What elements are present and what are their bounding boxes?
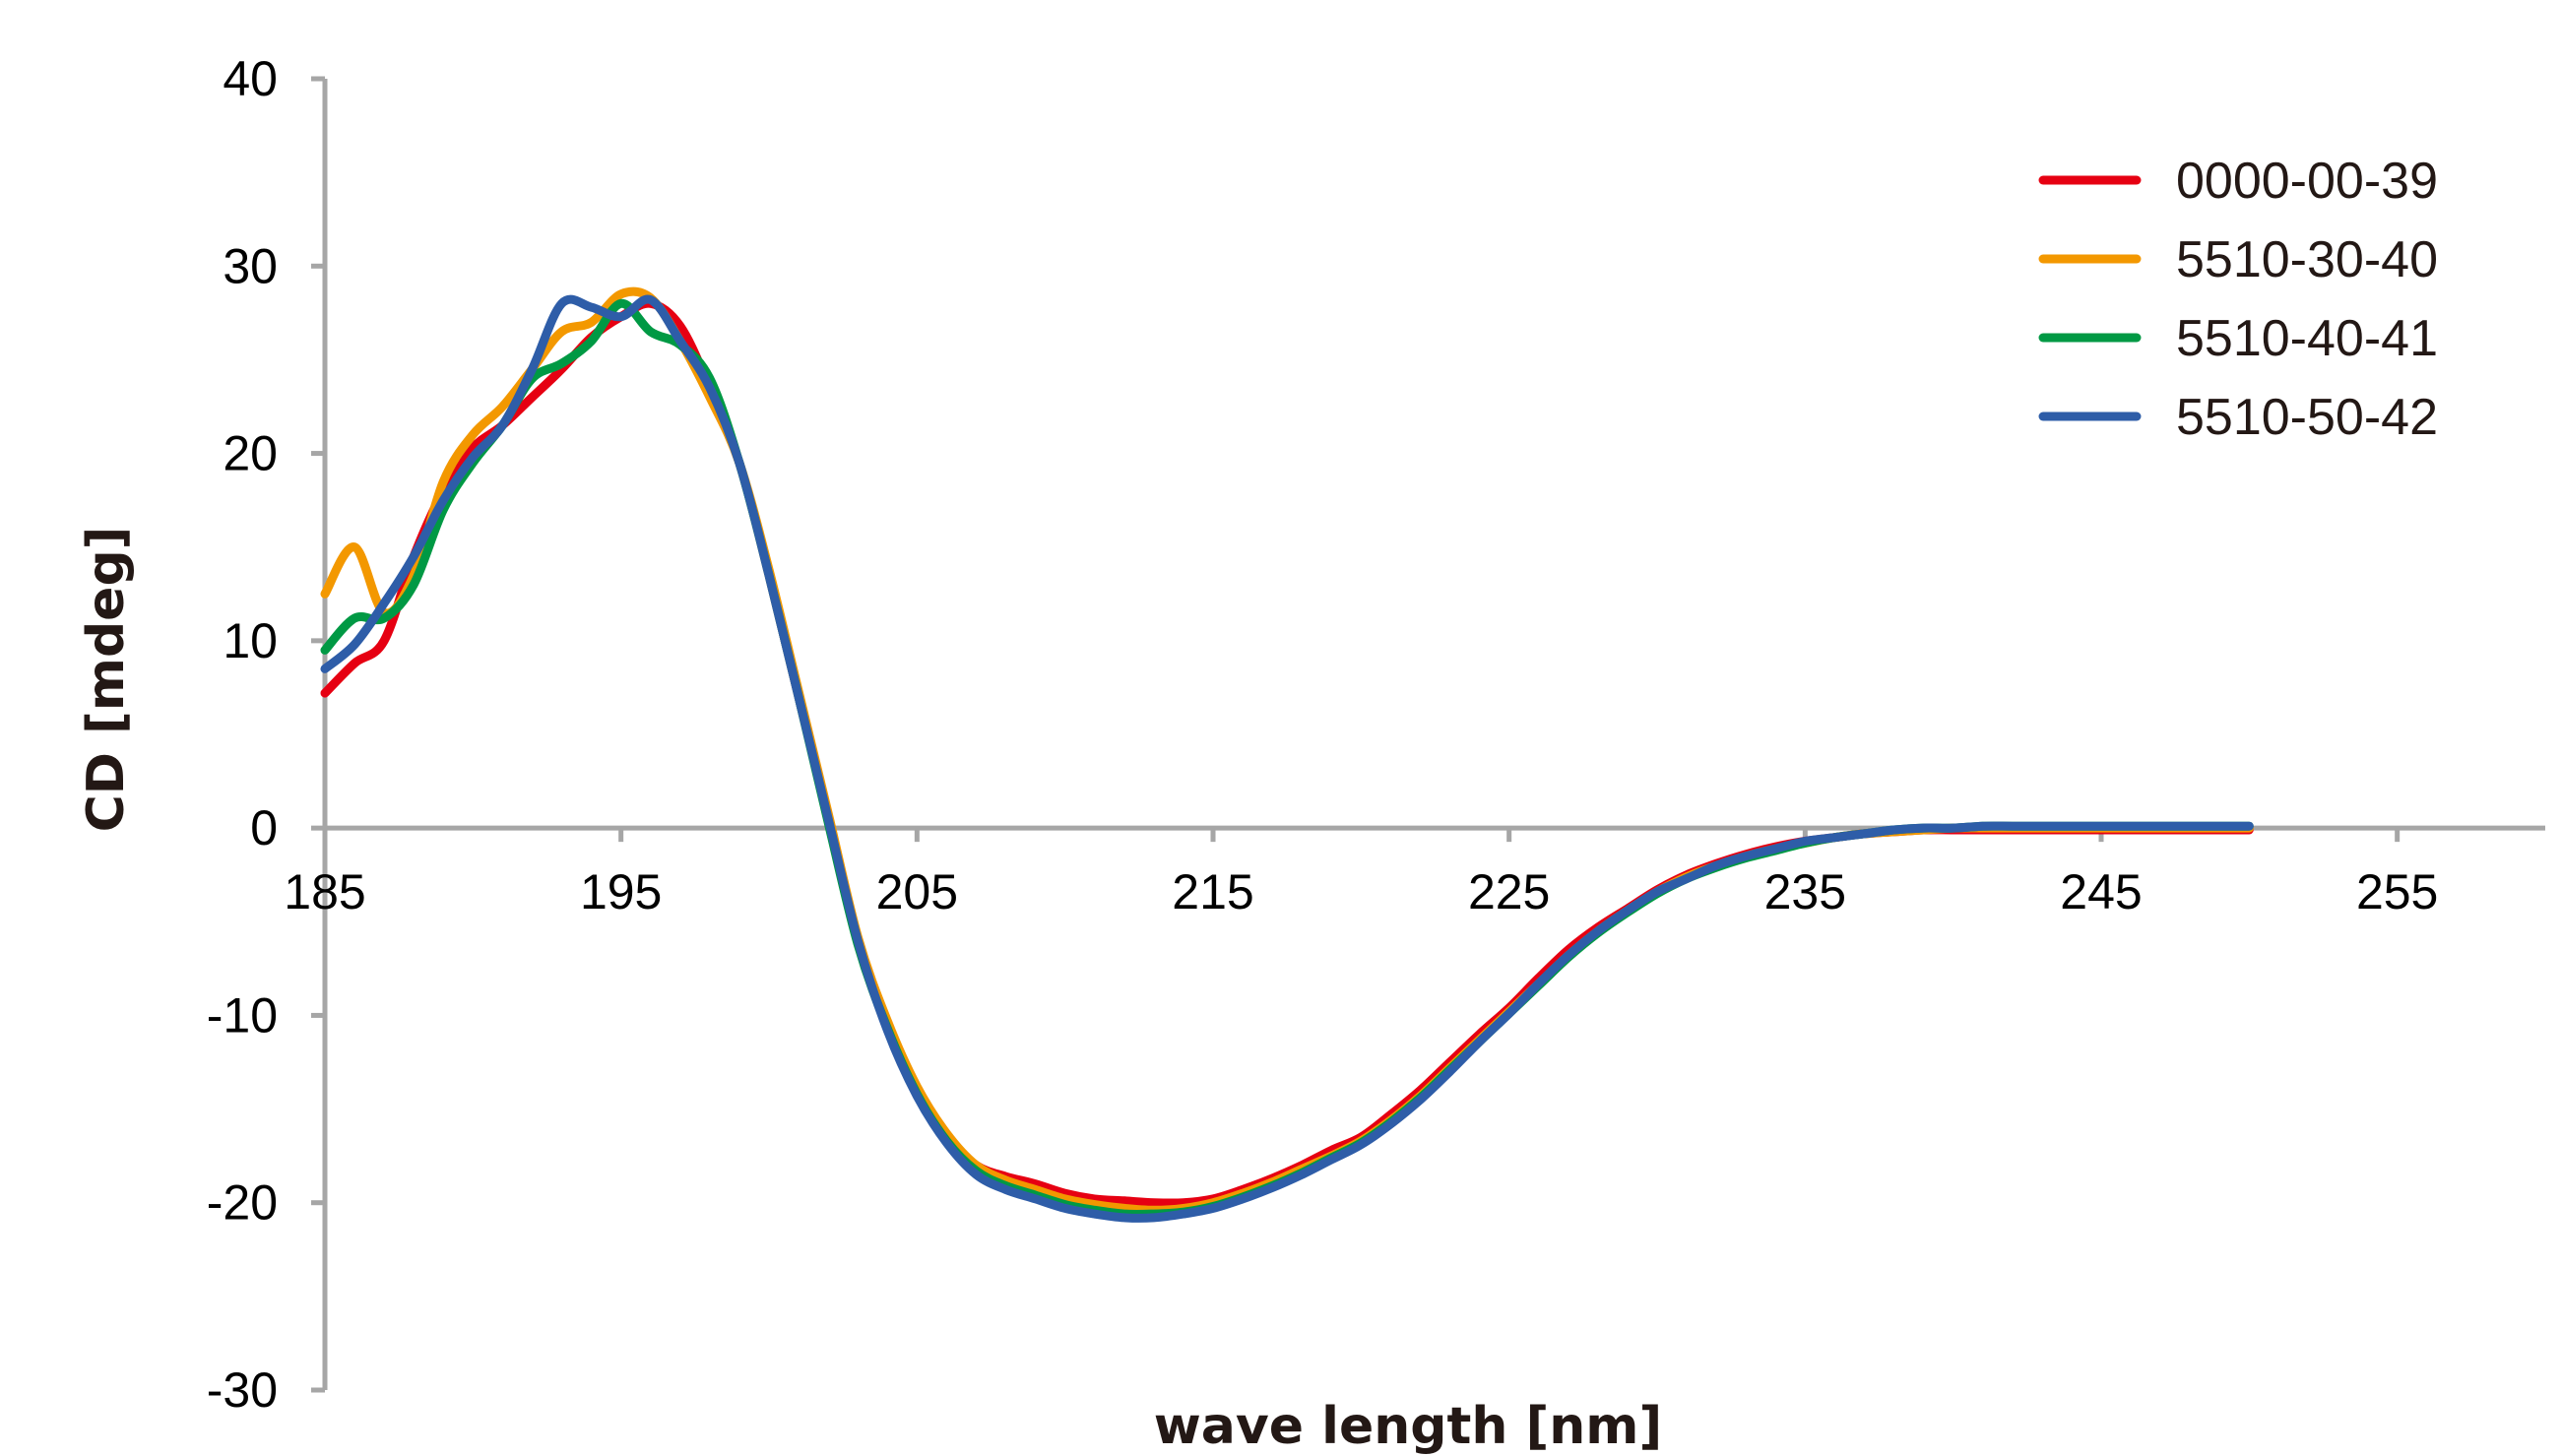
x-tick-label: 225: [1468, 864, 1550, 919]
x-tick-label: 245: [2060, 864, 2142, 919]
series-line-3: [320, 298, 2254, 1219]
legend-label: 5510-50-42: [2176, 389, 2438, 446]
y-tick-label: 0: [250, 800, 278, 855]
y-tick-label: 10: [223, 613, 278, 668]
x-tick-label: 185: [284, 864, 365, 919]
legend-label: 5510-30-40: [2176, 231, 2438, 288]
series-line-4: [320, 294, 2254, 1223]
x-axis-title: wave length [nm]: [1154, 1397, 1662, 1456]
legend-item: 5510-50-42: [2038, 389, 2438, 446]
series-lines: [320, 286, 2254, 1223]
y-tick-label: -30: [207, 1362, 278, 1418]
legend-item: 5510-30-40: [2038, 231, 2438, 288]
y-tick-label: 20: [223, 426, 278, 481]
y-tick-label: -20: [207, 1175, 278, 1231]
x-tick-label: 255: [2356, 864, 2438, 919]
x-tick-label: 205: [876, 864, 958, 919]
legend-label: 5510-40-41: [2176, 310, 2438, 367]
legend-item: 0000-00-39: [2038, 153, 2438, 210]
series-line-1: [320, 298, 2254, 1208]
y-tick-label: 30: [223, 238, 278, 293]
legend: 0000-00-39 5510-30-40 5510-40-41 5510-50-42: [2038, 153, 2438, 446]
series-line-2: [320, 286, 2254, 1215]
legend-item: 5510-40-41: [2038, 310, 2438, 367]
y-tick-label: 40: [223, 51, 278, 106]
x-tick-label: 235: [1764, 864, 1846, 919]
x-tick-label: 195: [580, 864, 662, 919]
y-tick-label: -10: [207, 987, 278, 1043]
x-tick-label: 215: [1172, 864, 1253, 919]
axes: 40 30 20 10 0 -10 -20 -30 185 195 205 215 225 235 245 2…: [207, 51, 2545, 1418]
legend-label: 0000-00-39: [2176, 153, 2438, 210]
y-axis-title: CD [mdeg]: [77, 527, 136, 833]
